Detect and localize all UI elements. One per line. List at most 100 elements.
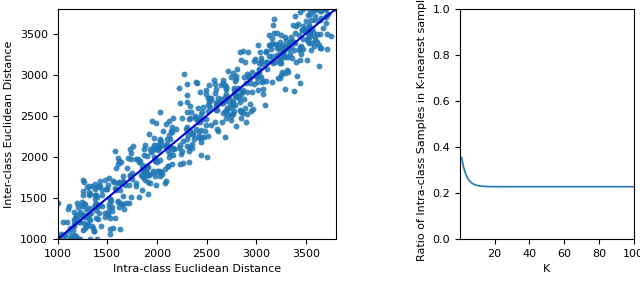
Point (266, 35, 276, 40)
Point (79, 179, 90, 184)
Point (246, 70, 257, 74)
Point (281, 55, 291, 60)
Point (177, 149, 187, 153)
Point (310, 17, 320, 22)
Point (284, 41, 294, 46)
Point (245, 81, 255, 86)
Point (154, 145, 164, 150)
Point (308, 7, 318, 11)
Point (162, 142, 172, 147)
Point (105, 196, 115, 201)
Point (310, 7, 320, 11)
Point (294, 48, 305, 53)
Point (268, 61, 278, 65)
Point (90, 207, 100, 212)
Point (303, 31, 314, 36)
Point (232, 67, 242, 72)
Point (310, 7, 321, 11)
Point (257, 62, 267, 67)
Point (227, 106, 237, 111)
Point (266, 47, 276, 52)
Point (152, 121, 162, 126)
Point (127, 144, 138, 149)
Point (79, 201, 90, 206)
Point (164, 144, 174, 149)
Point (285, 34, 296, 39)
Point (166, 125, 177, 129)
Point (122, 166, 132, 170)
Point (107, 204, 117, 209)
Point (272, 42, 282, 47)
Point (160, 143, 170, 148)
Point (295, 58, 305, 63)
Point (179, 138, 189, 143)
Point (291, 30, 301, 35)
Point (264, 43, 274, 48)
Point (258, 79, 268, 83)
Point (314, 63, 324, 68)
Point (69, 217, 79, 222)
Point (113, 156, 124, 161)
Point (84, 190, 94, 194)
Point (255, 50, 265, 54)
Point (115, 181, 125, 185)
Point (85, 192, 95, 197)
Point (152, 160, 162, 165)
Point (274, 58, 284, 62)
Point (143, 180, 153, 184)
Point (163, 136, 173, 141)
Point (228, 102, 239, 107)
Point (186, 141, 196, 146)
Point (235, 99, 245, 104)
Point (330, 7, 340, 12)
Point (161, 121, 171, 126)
Point (174, 145, 184, 150)
Point (92, 194, 102, 199)
Point (177, 160, 188, 165)
Point (307, 26, 317, 31)
Point (127, 171, 137, 176)
Point (221, 86, 231, 91)
Point (222, 111, 232, 116)
Point (177, 116, 188, 121)
Point (252, 74, 262, 79)
Y-axis label: Inter-class Euclidean Distance: Inter-class Euclidean Distance (4, 40, 14, 208)
Point (193, 134, 203, 139)
Point (316, 45, 326, 50)
Point (101, 187, 111, 192)
Point (84, 192, 95, 197)
Point (64, 204, 74, 209)
Point (227, 118, 237, 122)
Point (186, 104, 196, 109)
Point (221, 84, 232, 89)
Point (306, 28, 316, 32)
Point (100, 177, 110, 182)
Point (321, 46, 332, 51)
Point (179, 72, 189, 77)
Point (282, 45, 292, 50)
Point (290, 41, 300, 46)
Point (289, 40, 299, 45)
Point (255, 74, 266, 79)
Point (305, 32, 315, 37)
Point (100, 215, 110, 220)
Point (230, 93, 240, 98)
Point (81, 223, 92, 228)
Point (210, 90, 220, 95)
Point (138, 175, 148, 180)
Point (175, 101, 186, 106)
Point (278, 51, 288, 55)
Point (95, 203, 105, 208)
Point (184, 159, 194, 164)
Point (287, 55, 297, 60)
Point (87, 183, 97, 188)
Point (265, 42, 275, 47)
Point (82, 185, 92, 190)
Point (108, 179, 118, 184)
Point (232, 74, 242, 78)
Point (270, 60, 280, 64)
Point (291, 60, 301, 65)
Point (307, 41, 317, 46)
Point (316, 8, 326, 13)
Point (56, 237, 66, 242)
